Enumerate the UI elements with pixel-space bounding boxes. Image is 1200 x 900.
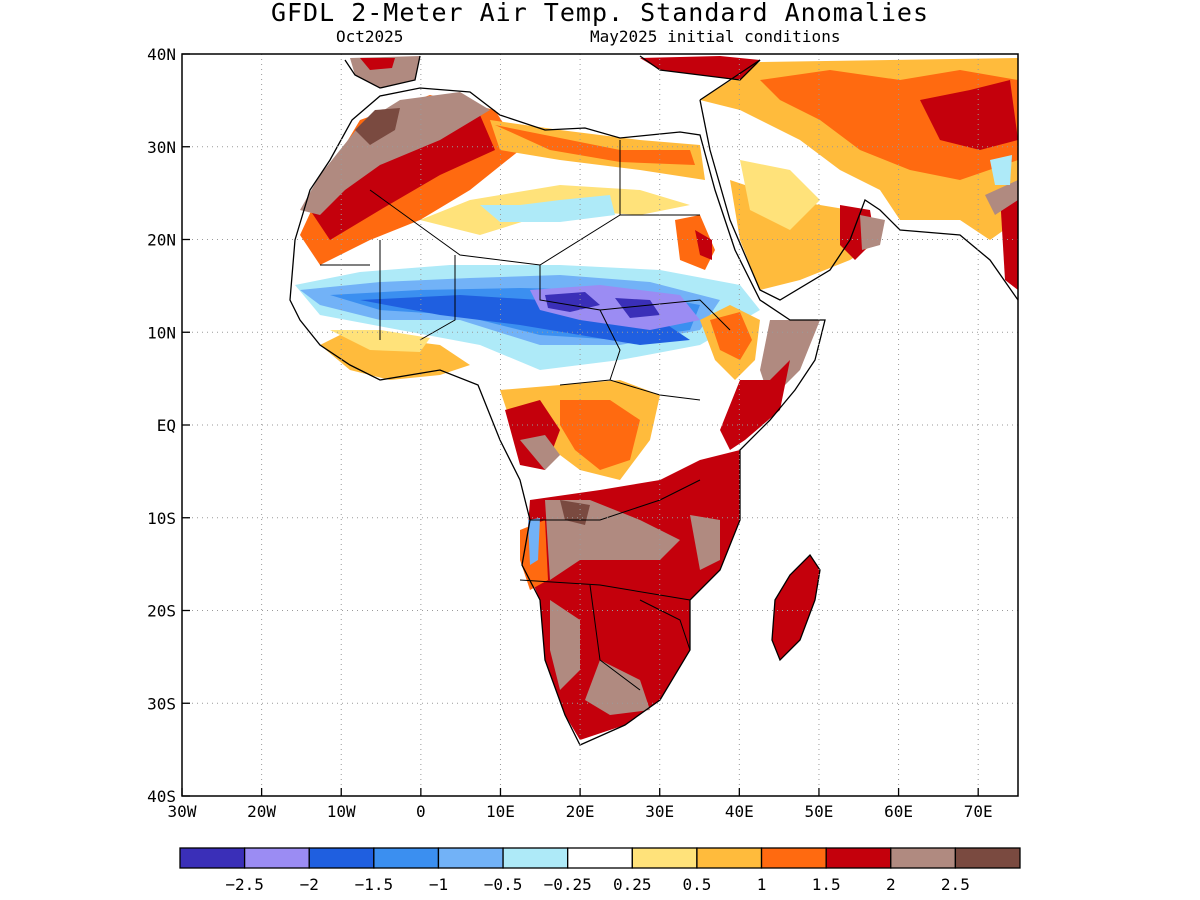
lon-tick-label: 60E xyxy=(884,802,913,821)
colorbar-label: −0.25 xyxy=(544,875,592,894)
colorbar-swatch xyxy=(243,847,310,869)
lat-tick-label: 10S xyxy=(147,509,176,528)
colorbar-swatch xyxy=(760,847,827,869)
colorbar-swatch xyxy=(373,847,440,869)
lat-tick-label: 30N xyxy=(147,138,176,157)
colorbar-swatch xyxy=(631,847,698,869)
colorbar-swatch xyxy=(308,847,375,869)
init-conditions-label: May2025 initial conditions xyxy=(590,27,841,46)
colorbar-swatch xyxy=(502,847,569,869)
lon-tick-label: 30E xyxy=(645,802,674,821)
lat-tick-label: 40S xyxy=(147,787,176,806)
colorbar-label: 0.25 xyxy=(613,875,652,894)
colorbar-label: 1 xyxy=(757,875,767,894)
colorbar-label: 2 xyxy=(886,875,896,894)
anomaly-shading xyxy=(295,56,1018,740)
colorbar-swatch xyxy=(179,847,246,869)
lat-tick-label: 40N xyxy=(147,45,176,64)
colorbar-label: 1.5 xyxy=(812,875,841,894)
colorbar-label: −2.5 xyxy=(225,875,264,894)
colorbar-label: −1.5 xyxy=(355,875,394,894)
colorbar-label: 2.5 xyxy=(941,875,970,894)
graticule xyxy=(182,54,1018,796)
latitude-axis: 40N 30N 20N 10N EQ 10S 20S 30S 40S xyxy=(147,45,190,806)
lon-tick-label: 10W xyxy=(327,802,356,821)
colorbar-swatch xyxy=(567,847,633,869)
madagascar-landmass xyxy=(772,555,820,660)
lat-tick-label: 20S xyxy=(147,602,176,621)
lat-tick-label: 20N xyxy=(147,231,176,250)
country-borders xyxy=(320,140,731,691)
colorbar-label: −2 xyxy=(300,875,319,894)
lon-tick-label: 30W xyxy=(168,802,197,821)
colorbar-label: −1 xyxy=(429,875,448,894)
lon-tick-label: 20W xyxy=(247,802,276,821)
colorbar-labels: −2.5 −2 −1.5 −1 −0.5 −0.25 0.25 0.5 1 1.5 2 2.5 xyxy=(225,875,969,894)
lon-tick-label: 20E xyxy=(566,802,595,821)
lat-tick-label: 10N xyxy=(147,323,176,342)
colorbar-swatch xyxy=(437,847,504,869)
colorbar xyxy=(179,847,1021,869)
colorbar-label: 0.5 xyxy=(682,875,711,894)
lon-tick-label: 10E xyxy=(486,802,515,821)
valid-month-label: Oct2025 xyxy=(336,27,404,46)
colorbar-swatch xyxy=(825,847,892,869)
lon-tick-label: 0 xyxy=(416,802,426,821)
map-title: GFDL 2-Meter Air Temp. Standard Anomalie… xyxy=(270,0,930,27)
lat-tick-label: EQ xyxy=(157,416,176,435)
lon-tick-label: 50E xyxy=(804,802,833,821)
colorbar-label: −0.5 xyxy=(484,875,523,894)
colorbar-swatch xyxy=(954,847,1021,869)
coastlines xyxy=(289,55,1018,746)
colorbar-swatch xyxy=(890,847,957,869)
lat-tick-label: 30S xyxy=(147,694,176,713)
lon-tick-label: 70E xyxy=(964,802,993,821)
longitude-axis: 30W 20W 10W 0 10E 20E 30E 40E 50E 60E 70E xyxy=(168,788,993,821)
map-field xyxy=(289,54,1018,746)
colorbar-swatch xyxy=(696,847,763,869)
lon-tick-label: 40E xyxy=(725,802,754,821)
